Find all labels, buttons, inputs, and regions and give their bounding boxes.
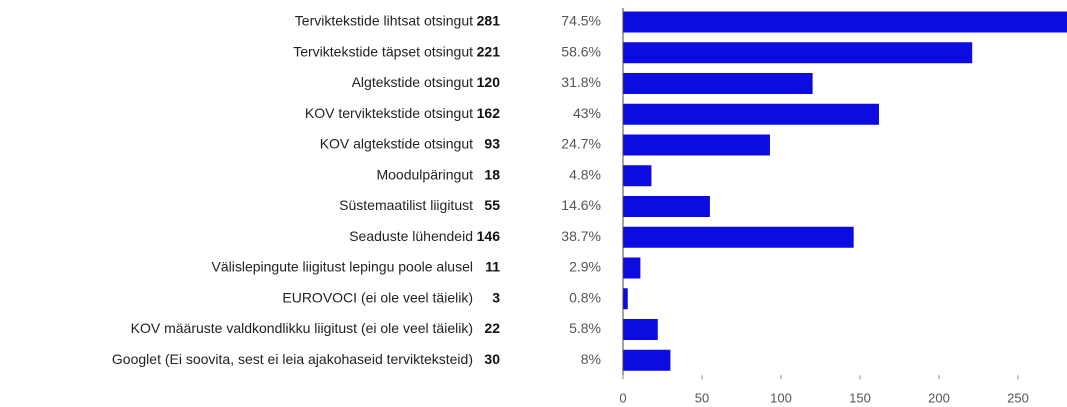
category-label: EUROVOCI (ei ole veel täielik) (282, 289, 473, 305)
x-tick-label: 50 (695, 391, 709, 406)
category-label: Algtekstide otsingut (352, 74, 474, 90)
bar (623, 73, 813, 94)
x-tick-label: 100 (770, 391, 792, 406)
bar (623, 226, 854, 248)
count-label: 55 (484, 197, 500, 213)
x-tick-label: 150 (849, 391, 871, 406)
count-label: 11 (485, 259, 500, 275)
category-label: KOV määruste valdkondlikku liigitust (ei… (131, 320, 473, 336)
count-label: 120 (477, 74, 501, 90)
bar (623, 42, 973, 64)
category-label: Googlet (Ei soovita, sest ei leia ajakoh… (112, 351, 473, 367)
bar (623, 257, 641, 279)
bar (623, 349, 671, 371)
count-label: 221 (477, 43, 501, 59)
bar (623, 11, 1067, 33)
count-label: 162 (477, 105, 501, 121)
bar (623, 165, 652, 187)
percent-label: 24.7% (561, 136, 601, 152)
percent-label: 8% (581, 351, 601, 367)
percent-label: 38.7% (561, 228, 601, 244)
count-label: 3 (492, 289, 500, 305)
percent-label: 58.6% (561, 43, 601, 59)
count-label: 93 (484, 136, 500, 152)
category-label: Välislepingute liigitust lepingu poole a… (211, 259, 473, 275)
category-label: Terviktekstide täpset otsingut (293, 43, 473, 59)
category-label: Moodulpäringut (376, 166, 473, 182)
category-label: KOV algtekstide otsingut (320, 136, 473, 152)
x-tick-label: 0 (619, 391, 626, 406)
count-label: 22 (484, 320, 500, 336)
bar (623, 196, 710, 217)
percent-label: 14.6% (561, 197, 601, 213)
count-label: 18 (484, 166, 500, 182)
x-tick-label: 200 (928, 391, 950, 406)
percent-label: 4.8% (569, 166, 601, 182)
category-label: Süstemaatilist liigitust (339, 197, 473, 213)
percent-label: 5.8% (569, 320, 601, 336)
bar (623, 103, 879, 125)
percent-label: 31.8% (561, 74, 601, 90)
bar (623, 319, 658, 340)
bar (623, 134, 770, 156)
percent-label: 74.5% (561, 13, 601, 29)
count-label: 281 (477, 13, 501, 29)
x-tick-label: 250 (1007, 391, 1029, 406)
count-label: 146 (477, 228, 501, 244)
count-label: 30 (484, 351, 500, 367)
category-label: Terviktekstide lihtsat otsingut (295, 13, 473, 29)
percent-label: 0.8% (569, 289, 601, 305)
bar (623, 288, 628, 310)
category-label: Seaduste lühendeid (349, 228, 473, 244)
percent-label: 2.9% (569, 259, 601, 275)
percent-label: 43% (573, 105, 601, 121)
category-label: KOV terviktekstide otsingut (305, 105, 473, 121)
